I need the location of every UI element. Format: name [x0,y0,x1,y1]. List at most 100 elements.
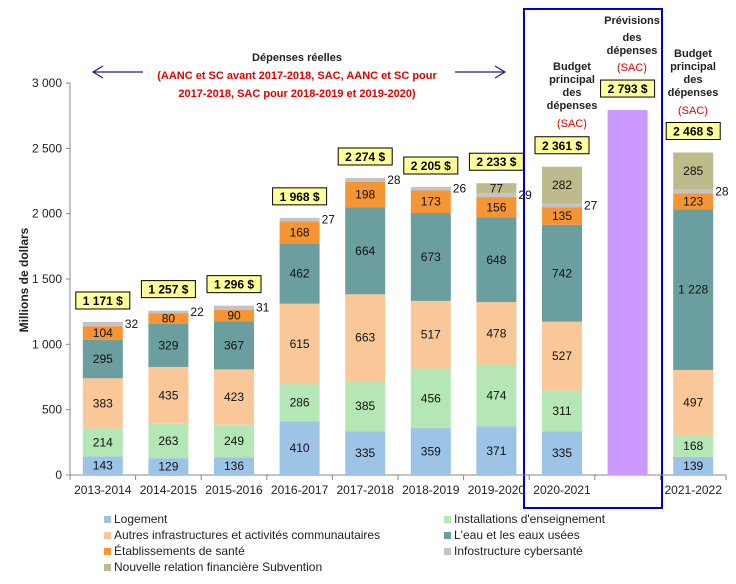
segment-label: 295 [93,352,113,366]
bar-segment [410,428,451,475]
segment-label: 136 [224,459,244,473]
segment-label: 135 [552,209,572,223]
bar-segment [542,203,582,208]
bar-segment [410,368,451,429]
bar-segment [345,380,386,432]
total-label-text: 1 968 $ [280,190,320,204]
total-label-box [665,122,721,141]
segment-label: 173 [421,195,441,209]
bar-segment [82,321,123,327]
segment-label: 517 [421,328,441,342]
total-label: 2 361 $ [534,136,590,155]
actual-subtitle-1: (AANC et SC avant 2017-2018, SAC, AANC e… [157,70,437,82]
bar-segment [148,423,189,459]
budget-2021-sac: (SAC) [678,105,708,117]
total-label-box [403,156,459,175]
total-label: 2 274 $ [337,147,393,166]
actual-title: Dépenses réelles [252,52,342,64]
segment-label: 383 [93,396,113,410]
legend-label: Nouvelle relation financière Subvention [114,560,323,574]
segment-label: 129 [158,460,178,474]
segment-label: 32 [125,317,139,331]
bar-segment [214,321,254,370]
budget-2020-line: des [563,87,582,99]
segment-label: 123 [683,194,703,208]
segment-label: 435 [158,388,178,402]
segment-label: 27 [584,198,598,212]
legend-item: Autres infrastructures et activités comm… [104,528,380,542]
bar-segment [148,366,189,424]
segment-label: 367 [224,338,244,352]
total-label: 1 296 $ [206,275,262,294]
total-label-text: 2 468 $ [673,125,713,139]
segment-label: 410 [290,441,310,455]
x-tick-label: 2015-2016 [205,483,263,497]
bar-segment [345,177,386,182]
bar-segment [542,390,582,432]
legend-swatch [104,516,111,523]
bar-segment [673,209,714,370]
x-tick-label: 2013-2014 [74,483,132,497]
legend-item: Logement [104,512,167,526]
total-label-box [337,147,393,166]
y-tick-label: 3 000 [32,76,62,90]
bar-segment [673,152,714,190]
segment-label: 615 [290,337,310,351]
total-label-box [272,187,328,206]
segment-label: 29 [518,188,532,202]
total-label-text: 2 274 $ [345,150,385,164]
segment-label: 385 [355,399,375,413]
budget-2021-line: dépenses [668,87,719,99]
budget-2020-line: dépenses [547,100,598,112]
legend-swatch [104,548,111,555]
total-label-text: 2 793 $ [608,82,648,96]
total-label-box [600,79,656,98]
budget-2020-line: Budget [553,61,591,73]
bar-segment [673,434,714,457]
bar-segment [148,458,189,475]
bar-segment [345,181,386,208]
y-tick-label: 1 500 [32,272,62,286]
bar-segment [214,457,254,475]
segment-label: 335 [355,446,375,460]
segment-label: 90 [227,309,241,323]
segment-label: 285 [683,164,703,178]
legend-label: Établissements de santé [114,544,245,558]
bar-segment [148,310,189,314]
bar-segment [345,207,386,295]
annotations: Dépenses réelles (AANC et SC avant 2017-… [91,15,719,130]
bar-segment [542,166,582,204]
bar-segment [82,326,123,340]
x-tick-label: 2018-2019 [402,483,460,497]
segment-label: 104 [93,326,113,340]
budget-2020-sac: (SAC) [557,118,587,130]
budget-2021-line: principal [670,61,716,73]
total-label-box [534,136,590,155]
bar-segment [410,187,451,191]
budget-2020-line: principal [549,74,595,86]
bar-segment [279,217,320,222]
actual-subtitle-2: 2017-2018, SAC pour 2018-2019 et 2019-20… [178,88,416,100]
segment-label: 663 [355,331,375,345]
segment-label: 28 [387,173,401,187]
x-tick-label: 2016-2017 [271,483,329,497]
segment-label: 462 [290,267,310,281]
x-tick-label: 2020-2021 [533,483,591,497]
legend-swatch [444,548,451,555]
total-label-text: 2 233 $ [476,155,516,169]
segment-label: 1 228 [678,283,708,297]
bar-segment [82,378,123,429]
bar-segment [82,428,123,457]
bar-segment [410,213,451,301]
segment-label: 168 [290,225,310,239]
total-label: 1 257 $ [140,280,196,299]
forecast-sac: (SAC) [617,62,647,74]
legend-label: Infostructure cybersanté [454,544,583,558]
total-label-text: 1 257 $ [148,283,188,297]
bar-segment [279,221,320,244]
segment-label: 22 [190,305,204,319]
bar-segment [279,384,320,422]
total-label: 2 233 $ [468,152,524,171]
bar-segment [148,323,189,367]
bar-segment [542,207,582,225]
